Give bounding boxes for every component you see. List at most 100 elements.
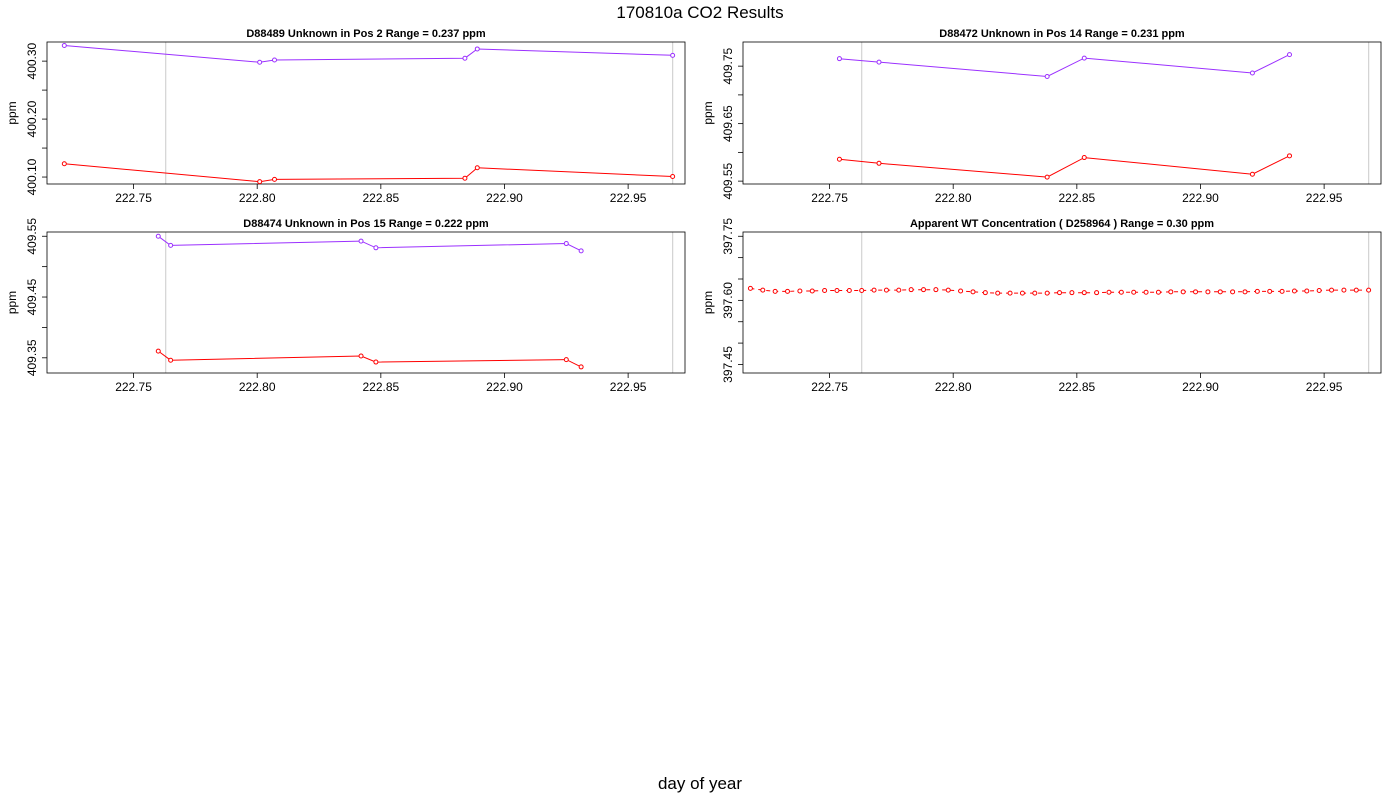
data-point [257,59,263,65]
data-point [1329,287,1335,293]
chart-panel-3: D88474 Unknown in Pos 15 Range = 0.222 p… [5,218,686,394]
data-point [1304,288,1310,294]
data-point [257,179,263,185]
series-line [839,54,1290,78]
x-tick-label: 222.75 [811,380,848,394]
data-point [921,287,927,293]
data-point [155,233,161,239]
y-tick-label: 409.55 [25,218,39,255]
data-point [809,288,815,294]
plot-frame [742,41,1382,185]
y-tick-label: 400.10 [25,158,39,195]
data-point [168,242,174,248]
y-axis-label: ppm [5,291,19,314]
data-point [462,55,468,61]
data-point [1118,289,1124,295]
x-tick-label: 222.80 [935,191,972,205]
data-point [1217,289,1223,295]
data-point [563,241,569,247]
x-tick-label: 222.85 [362,380,399,394]
data-point [1341,287,1347,293]
y-tick-label: 400.30 [25,42,39,79]
data-point [1081,155,1087,161]
chart-title: Apparent WT Concentration ( D258964 ) Ra… [910,218,1214,230]
data-point [1094,290,1100,296]
data-point [1106,289,1112,295]
data-point [822,288,828,294]
data-point [155,348,161,354]
x-tick-label: 222.75 [115,191,152,205]
plot-frame [742,231,1382,374]
data-point [1249,171,1255,177]
data-point [1044,174,1050,180]
data-point [373,359,379,365]
x-tick-label: 222.90 [1182,191,1219,205]
data-point [1316,288,1322,294]
data-point [61,42,67,48]
data-point [836,56,842,62]
data-point [1287,153,1293,159]
data-point [373,245,379,251]
x-tick-label: 222.85 [1058,191,1095,205]
data-point [358,353,364,359]
data-point [785,288,791,294]
data-point [272,176,278,182]
chart-panel-1: D88489 Unknown in Pos 2 Range = 0.237 pp… [5,28,686,205]
data-point [772,288,778,294]
x-tick-label: 222.95 [1306,380,1343,394]
y-tick-label: 397.60 [721,282,735,319]
series-line [839,155,1290,178]
series-line [64,45,673,63]
data-point [1180,289,1186,295]
x-tick-label: 222.90 [486,191,523,205]
data-point [1230,289,1236,295]
y-axis-label: ppm [701,291,715,314]
x-tick-label: 222.80 [935,380,972,394]
y-tick-label: 397.75 [721,218,735,255]
data-point [1131,289,1137,295]
y-tick-label: 409.55 [721,162,735,199]
data-point [474,46,480,52]
data-point [958,288,964,294]
data-point [760,287,766,293]
chart-title: D88474 Unknown in Pos 15 Range = 0.222 p… [243,218,489,230]
data-point [859,288,865,294]
data-point [1081,290,1087,296]
data-point [1287,52,1293,58]
page-title: 170810a CO2 Results [616,3,784,22]
data-point [563,357,569,363]
data-point [896,287,902,293]
series-line [158,350,582,368]
y-tick-label: 397.45 [721,346,735,383]
data-point [1155,289,1161,295]
y-tick-label: 409.75 [721,47,735,84]
x-tick-label: 222.75 [811,191,848,205]
x-tick-label: 222.80 [239,191,276,205]
x-tick-label: 222.90 [1182,380,1219,394]
data-point [1044,290,1050,296]
x-tick-label: 222.90 [486,380,523,394]
data-point [747,285,753,291]
data-point [1168,289,1174,295]
data-point [797,288,803,294]
data-point [1366,287,1372,293]
data-point [1069,290,1075,296]
x-axis-title: day of year [657,774,743,793]
data-point [578,248,584,254]
data-point [1019,290,1025,296]
data-point [876,59,882,65]
data-point [1081,55,1087,61]
series-line [64,163,673,183]
data-point [1291,288,1297,294]
data-point [1353,287,1359,293]
y-axis-label: ppm [5,101,19,124]
data-point [670,52,676,58]
series-line [750,287,1369,294]
data-point [1044,73,1050,79]
data-point [1205,289,1211,295]
y-axis-label: ppm [701,101,715,124]
data-point [970,289,976,295]
x-tick-label: 222.85 [362,191,399,205]
x-tick-label: 222.85 [1058,380,1095,394]
